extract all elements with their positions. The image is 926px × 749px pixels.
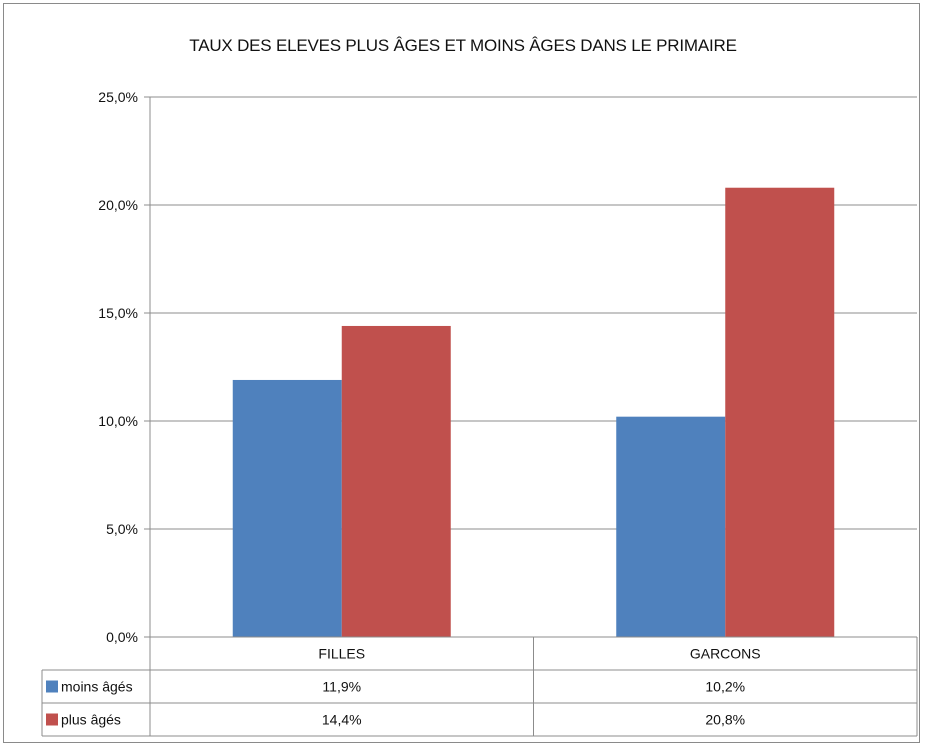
data-label: 20,8%: [705, 712, 745, 728]
category-label: GARCONS: [690, 646, 761, 662]
category-label: FILLES: [318, 646, 365, 662]
y-tick-label: 10,0%: [98, 413, 138, 429]
bar-1-1: [725, 188, 834, 637]
bar-1-0: [616, 417, 725, 637]
y-tick-label: 20,0%: [98, 197, 138, 213]
y-tick-label: 15,0%: [98, 305, 138, 321]
data-label: 11,9%: [322, 679, 361, 695]
data-label: 14,4%: [322, 712, 362, 728]
bar-0-0: [233, 380, 342, 637]
bar-0-1: [342, 326, 451, 637]
data-label: 10,2%: [705, 679, 745, 695]
legend-key-0: [46, 681, 58, 693]
y-tick-label: 5,0%: [106, 521, 138, 537]
legend-label: moins âgés: [61, 679, 133, 695]
legend-label: plus âgés: [61, 712, 121, 728]
y-tick-label: 0,0%: [106, 629, 138, 645]
legend-key-1: [46, 714, 58, 726]
y-tick-label: 25,0%: [98, 89, 138, 105]
